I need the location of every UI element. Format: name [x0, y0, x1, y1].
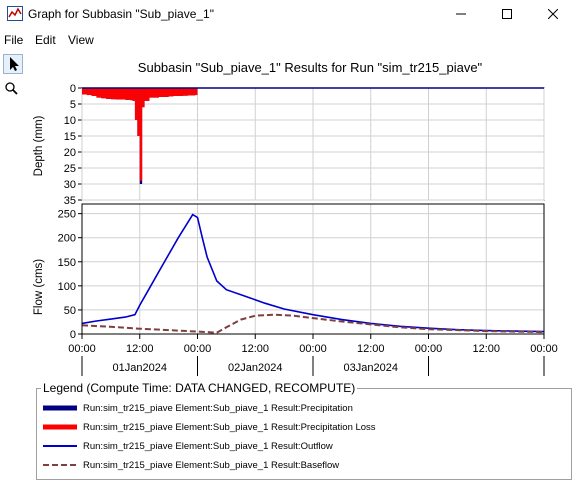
- date-label: 03Jan2024: [344, 362, 398, 374]
- precipitation-loss-bar: [195, 88, 197, 95]
- precipitation-loss-bar: [116, 88, 121, 100]
- precipitation-loss-bar: [145, 88, 147, 101]
- legend-swatch: [43, 460, 77, 470]
- time-tick-label: 00:00: [530, 343, 558, 355]
- precipitation-loss-bar: [154, 88, 159, 98]
- precipitation-loss-bar: [147, 88, 149, 101]
- precipitation-loss-bar: [133, 88, 135, 101]
- legend-swatch: [43, 441, 77, 451]
- legend-item-baseflow: Run:sim_tr215_piave Element:Sub_piave_1 …: [43, 458, 339, 472]
- depth-tick-label: 5: [70, 99, 76, 111]
- date-label: 02Jan2024: [228, 362, 282, 374]
- precipitation-loss-bar: [193, 88, 195, 95]
- precipitation-loss-bar: [92, 88, 97, 96]
- flow-tick-label: 50: [64, 305, 76, 317]
- precipitation-loss-bar: [121, 88, 126, 100]
- legend-label: Run:sim_tr215_piave Element:Sub_piave_1 …: [83, 441, 333, 452]
- time-axis: 00:00 12:00 00:00 12:00 00:00 12:00 00:00 12:00…: [68, 334, 558, 376]
- flow-tick-label: 200: [58, 233, 76, 245]
- time-tick-label: 12:00: [126, 343, 154, 355]
- precipitation-loss-bar: [82, 88, 87, 94]
- precipitation-loss-bar: [178, 88, 183, 96]
- precipitation-loss-bar: [169, 88, 174, 96]
- chart-title: Subbasin "Sub_piave_1" Results for Run "…: [138, 60, 483, 75]
- time-tick-label: 12:00: [241, 343, 269, 355]
- precipitation-loss-bar: [87, 88, 92, 95]
- precipitation-loss-bar: [159, 88, 164, 97]
- time-tick-label: 00:00: [184, 343, 212, 355]
- flow-tick-label: 0: [70, 329, 76, 341]
- time-tick-label: 00:00: [68, 343, 96, 355]
- precipitation-loss-bar: [142, 88, 144, 107]
- date-label: 01Jan2024: [113, 362, 167, 374]
- legend-label: Run:sim_tr215_piave Element:Sub_piave_1 …: [83, 403, 353, 414]
- precipitation-loss-bar: [96, 88, 101, 98]
- depth-tick-label: 35: [64, 195, 76, 207]
- precipitation-loss-bar: [111, 88, 116, 99]
- depth-tick-label: 10: [64, 115, 76, 127]
- precipitation-loss-bar: [173, 88, 178, 96]
- legend-item-outflow: Run:sim_tr215_piave Element:Sub_piave_1 …: [43, 439, 333, 453]
- precipitation-loss-bar: [140, 88, 142, 181]
- precipitation-loss-bar: [137, 88, 139, 136]
- precipitation-loss-bar: [130, 88, 132, 100]
- legend-swatch: [43, 422, 77, 432]
- legend-label: Run:sim_tr215_piave Element:Sub_piave_1 …: [83, 460, 339, 471]
- results-chart: Subbasin "Sub_piave_1" Results for Run "…: [0, 0, 576, 388]
- depth-tick-label: 20: [64, 147, 76, 159]
- flow-tick-label: 250: [58, 209, 76, 221]
- depth-tick-label: 15: [64, 131, 76, 143]
- precipitation-loss-bar: [149, 88, 154, 98]
- flow-tick-label: 100: [58, 281, 76, 293]
- precipitation-loss-bar: [164, 88, 169, 97]
- legend: Legend (Compute Time: DATA CHANGED, RECO…: [36, 388, 572, 480]
- precipitation-loss-bar: [101, 88, 106, 98]
- legend-title: Legend (Compute Time: DATA CHANGED, RECO…: [41, 381, 357, 395]
- precipitation-loss-bar: [106, 88, 111, 99]
- time-tick-label: 12:00: [472, 343, 500, 355]
- legend-swatch: [43, 403, 77, 413]
- precipitation-loss-bar: [183, 88, 188, 96]
- legend-item-precipitation-loss: Run:sim_tr215_piave Element:Sub_piave_1 …: [43, 420, 376, 434]
- time-tick-label: 00:00: [299, 343, 327, 355]
- depth-tick-label: 0: [70, 83, 76, 95]
- flow-axis-label: Flow (cms): [33, 259, 45, 315]
- precipitation-loss-bar: [125, 88, 130, 100]
- depth-tick-label: 30: [64, 179, 76, 191]
- precipitation-loss-bar: [188, 88, 193, 95]
- time-tick-label: 00:00: [415, 343, 443, 355]
- flow-tick-label: 150: [58, 257, 76, 269]
- depth-axis-label: Depth (mm): [33, 115, 45, 176]
- flow-panel: 0 50 100 150 200 250: [58, 204, 544, 341]
- depth-panel: 0 5 10 15 20 25 30 35: [64, 83, 544, 207]
- depth-tick-label: 25: [64, 163, 76, 175]
- legend-label: Run:sim_tr215_piave Element:Sub_piave_1 …: [83, 422, 376, 433]
- legend-item-precipitation: Run:sim_tr215_piave Element:Sub_piave_1 …: [43, 401, 353, 415]
- precipitation-loss-bar: [135, 88, 137, 120]
- time-tick-label: 12:00: [357, 343, 385, 355]
